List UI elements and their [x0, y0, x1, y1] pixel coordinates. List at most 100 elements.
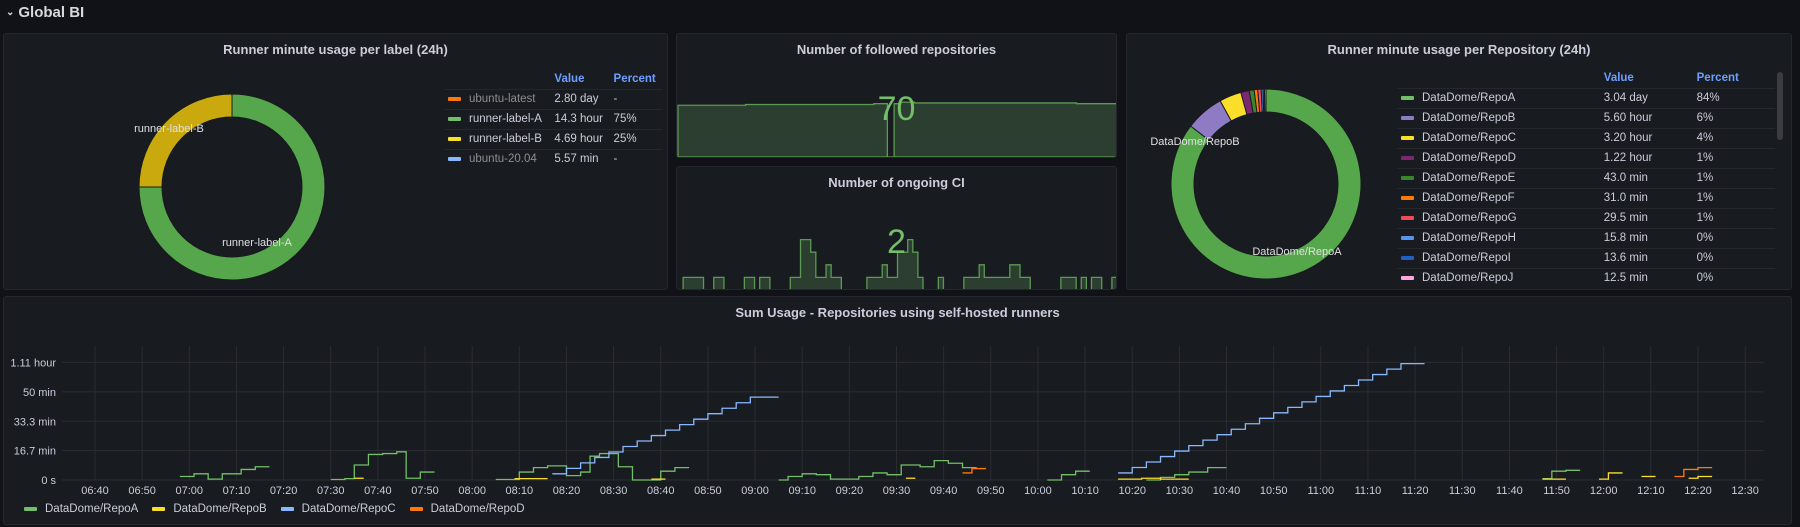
series-name[interactable]: DataDome/RepoA: [1422, 92, 1516, 104]
series-color-swatch: [1401, 115, 1414, 120]
sparkline-area: [677, 101, 1116, 157]
pie-slice[interactable]: [138, 93, 326, 281]
series-name[interactable]: ubuntu-20.04: [469, 153, 537, 166]
legend-series: DataDome/RepoE: [1397, 167, 1600, 188]
series-line-repoa[interactable]: [778, 459, 977, 481]
x-tick-label: 07:40: [364, 485, 392, 497]
series-line-repoa[interactable]: [1542, 469, 1581, 480]
x-tick-label: 11:20: [1402, 485, 1429, 497]
x-tick-label: 09:50: [977, 485, 1005, 497]
legend-row[interactable]: DataDome/RepoF 31.0 min 1%: [1397, 187, 1775, 208]
series-line-repoa[interactable]: [330, 451, 435, 481]
series-name[interactable]: runner-label-B: [469, 133, 542, 145]
series-line-repoa[interactable]: [179, 466, 270, 480]
series-line-repoa[interactable]: [495, 452, 690, 481]
x-tick-label: 09:20: [836, 485, 864, 497]
legend-row[interactable]: DataDome/RepoI 13.6 min 0%: [1397, 247, 1775, 268]
series-line-repob[interactable]: [1688, 475, 1713, 479]
x-tick-label: 07:20: [270, 485, 298, 497]
series-name[interactable]: DataDome/RepoH: [1422, 232, 1516, 244]
series-name[interactable]: DataDome/RepoB: [1422, 112, 1516, 124]
series-value: 3.04 day: [1599, 87, 1693, 108]
timeseries-legend: DataDome/RepoA DataDome/RepoB DataDome/Rep…: [24, 502, 525, 516]
series-line-repob[interactable]: [1118, 477, 1189, 480]
row-header-global-bi[interactable]: ⌄ Global BI: [6, 4, 84, 21]
x-tick-label: 08:40: [647, 485, 675, 497]
series-name[interactable]: DataDome/RepoI: [1422, 252, 1511, 264]
series-percent: 6%: [1692, 107, 1775, 128]
pie-slice[interactable]: [1264, 88, 1267, 113]
series-name[interactable]: DataDome/RepoD: [1422, 152, 1516, 164]
series-value: 14.3 hour: [550, 108, 610, 129]
pie-slice[interactable]: [138, 93, 233, 188]
pie-label: runner-label-B: [134, 123, 204, 135]
legend-table-repository: Value Percent DataDome/RepoA 3.04 day 84% Da…: [1397, 68, 1775, 288]
series-name[interactable]: DataDome/RepoG: [1422, 212, 1517, 224]
x-tick-label: 10:00: [1024, 485, 1052, 497]
sparkline-ongoing: [682, 238, 1116, 289]
legend-scrollbar[interactable]: [1777, 72, 1783, 140]
column-value[interactable]: Value: [1603, 71, 1634, 84]
pie-label: DataDome/RepoA: [1252, 246, 1342, 258]
legend-series: DataDome/RepoD: [1397, 147, 1600, 168]
legend-row[interactable]: runner-label-B 4.69 hour 25%: [444, 128, 662, 149]
legend-row[interactable]: DataDome/RepoD 1.22 hour 1%: [1397, 147, 1775, 168]
legend-item[interactable]: DataDome/RepoD: [409, 502, 525, 516]
series-color-swatch: [1401, 155, 1414, 160]
pie-chart-label: runner-label-B runner-label-A: [134, 93, 326, 281]
series-value: 12.5 min: [1599, 267, 1693, 288]
series-value: 1.22 hour: [1599, 147, 1693, 168]
legend-row[interactable]: runner-label-A 14.3 hour 75%: [444, 108, 662, 129]
legend-row[interactable]: DataDome/RepoB 5.60 hour 6%: [1397, 107, 1775, 128]
pie-slice[interactable]: [1170, 88, 1362, 280]
legend-series: DataDome/RepoB: [1397, 107, 1600, 128]
series-color-swatch: [448, 157, 461, 162]
stat-value: 2: [887, 223, 906, 261]
legend-row[interactable]: ubuntu-latest 2.80 day -: [444, 88, 662, 109]
column-value[interactable]: Value: [554, 72, 585, 85]
legend-item[interactable]: DataDome/RepoB: [152, 502, 267, 516]
column-percent[interactable]: Percent: [1696, 71, 1739, 84]
series-line-repob[interactable]: [1598, 472, 1623, 480]
series-line-repod[interactable]: [1674, 467, 1713, 478]
series-name: DataDome/RepoC: [301, 503, 396, 515]
series-name[interactable]: DataDome/RepoF: [1422, 192, 1515, 204]
series-line-repod[interactable]: [962, 467, 987, 474]
series-percent: 1%: [1692, 187, 1775, 208]
series-name[interactable]: ubuntu-latest: [469, 93, 536, 105]
series-color-swatch: [448, 116, 461, 121]
legend-row[interactable]: DataDome/RepoC 3.20 hour 4%: [1397, 127, 1775, 148]
series-name[interactable]: runner-label-A: [469, 113, 542, 125]
series-line-repoc[interactable]: [552, 396, 779, 475]
panel-title: Runner minute usage per label (24h): [223, 42, 448, 57]
x-tick-label: 08:10: [506, 485, 534, 497]
legend-row[interactable]: DataDome/RepoA 3.04 day 84%: [1397, 87, 1775, 108]
series-line-repoa[interactable]: [1047, 470, 1090, 481]
legend-series: ubuntu-20.04: [444, 148, 551, 169]
legend-row[interactable]: DataDome/RepoH 15.8 min 0%: [1397, 227, 1775, 248]
legend-item[interactable]: DataDome/RepoA: [24, 502, 138, 516]
series-percent: 25%: [609, 128, 662, 149]
series-name[interactable]: DataDome/RepoE: [1422, 172, 1516, 184]
legend-row[interactable]: DataDome/RepoG 29.5 min 1%: [1397, 207, 1775, 228]
series-value: 4.69 hour: [550, 128, 610, 149]
legend-row[interactable]: DataDome/RepoJ 12.5 min 0%: [1397, 267, 1775, 288]
legend-row[interactable]: DataDome/RepoE 43.0 min 1%: [1397, 167, 1775, 188]
series-percent: -: [609, 148, 662, 169]
series-name: DataDome/RepoA: [45, 503, 139, 515]
series-color-swatch: [1401, 276, 1414, 281]
series-percent: 4%: [1692, 127, 1775, 148]
series-color-swatch: [1401, 175, 1414, 180]
series-name: DataDome/RepoD: [430, 503, 525, 515]
series-name[interactable]: DataDome/RepoC: [1422, 132, 1516, 144]
series-color-swatch: [1401, 255, 1414, 260]
x-tick-label: 06:40: [81, 485, 109, 497]
panel-runner-usage-per-repository: Runner minute usage per Repository (24h)…: [1126, 33, 1792, 290]
series-name[interactable]: DataDome/RepoJ: [1422, 272, 1514, 285]
pie-chart-repository: DataDome/RepoB DataDome/RepoA: [1150, 88, 1362, 280]
legend-item[interactable]: DataDome/RepoC: [280, 502, 396, 516]
legend-row[interactable]: ubuntu-20.04 5.57 min -: [444, 148, 662, 169]
column-percent[interactable]: Percent: [613, 72, 656, 85]
series-line-repoc[interactable]: [1118, 362, 1425, 474]
